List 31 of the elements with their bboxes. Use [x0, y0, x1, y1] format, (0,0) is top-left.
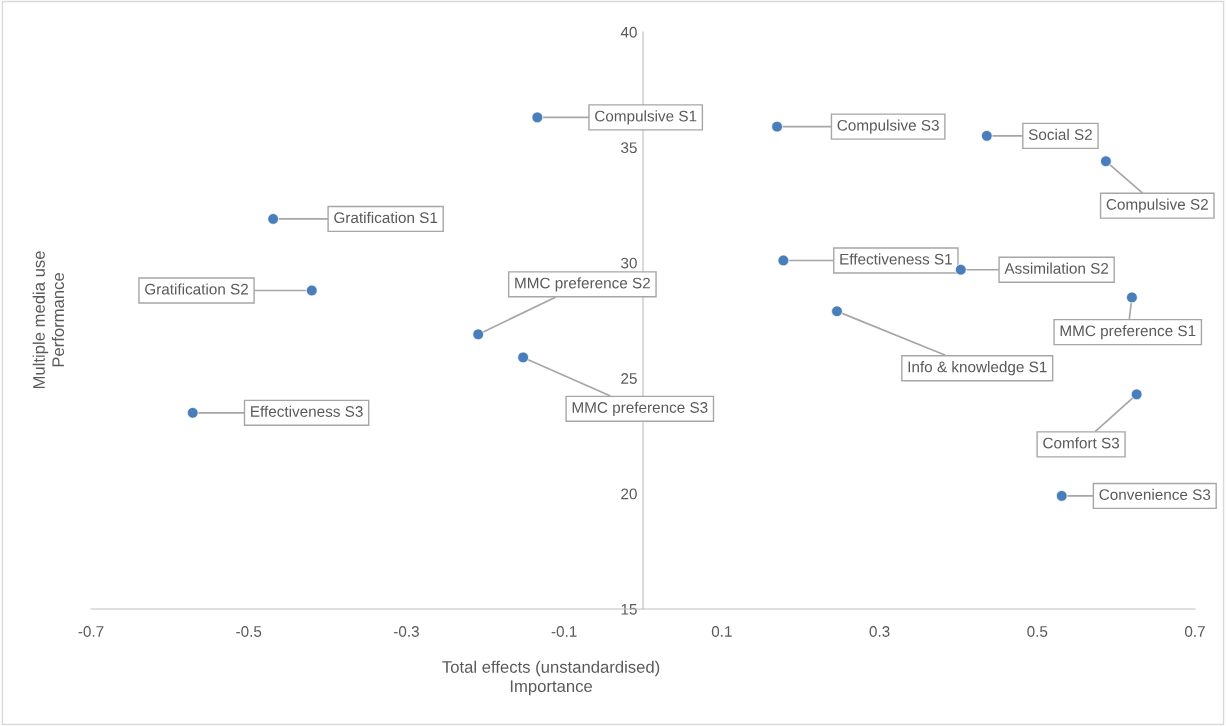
- y-tick-label: 40: [620, 26, 637, 38]
- y-axis-title: Multiple media use Performance: [32, 251, 65, 389]
- annotation: Info & knowledge S1: [908, 361, 1047, 376]
- y-tick-label: 30: [621, 257, 637, 269]
- annotation: MMC preference S2: [515, 277, 650, 292]
- y-tick-label: 35: [621, 142, 637, 154]
- annotation: Comfort S3: [1043, 437, 1120, 449]
- y-tick-label: 25: [621, 373, 637, 384]
- y-tick-label: 15: [621, 604, 637, 615]
- x-tick-label: 0.3: [869, 626, 890, 637]
- y-tick-label: 20: [621, 488, 637, 500]
- annotation: MMC preference S1: [1060, 325, 1196, 340]
- x-tick-label: -0.5: [236, 626, 262, 637]
- x-tick-label: 0.1: [711, 626, 732, 637]
- x-tick-label: -0.3: [393, 626, 419, 637]
- x-tick-label: -0.1: [551, 626, 577, 637]
- annotation: Gratification S2: [145, 283, 248, 295]
- x-tick-label: 0.7: [1184, 626, 1205, 637]
- annotation: Social S2: [1028, 128, 1092, 140]
- x-tick-label: 0.5: [1027, 626, 1048, 637]
- annotation: Assimilation S2: [1004, 262, 1109, 274]
- annotation: Convenience S3: [1099, 488, 1211, 501]
- annotation: MMC preference S3: [572, 401, 708, 416]
- annotation: Effectiveness S1: [840, 253, 952, 265]
- x-tick-label: -0.7: [78, 626, 104, 637]
- annotation: Gratification S1: [334, 211, 438, 224]
- x-axis-title: Total effects (unstandardised) Importance: [442, 660, 660, 696]
- annotation: Compulsive S2: [1106, 198, 1208, 213]
- annotation: Effectiveness S3: [251, 405, 363, 417]
- annotation: Compulsive S3: [837, 119, 939, 134]
- annotation: Compulsive S1: [595, 110, 697, 125]
